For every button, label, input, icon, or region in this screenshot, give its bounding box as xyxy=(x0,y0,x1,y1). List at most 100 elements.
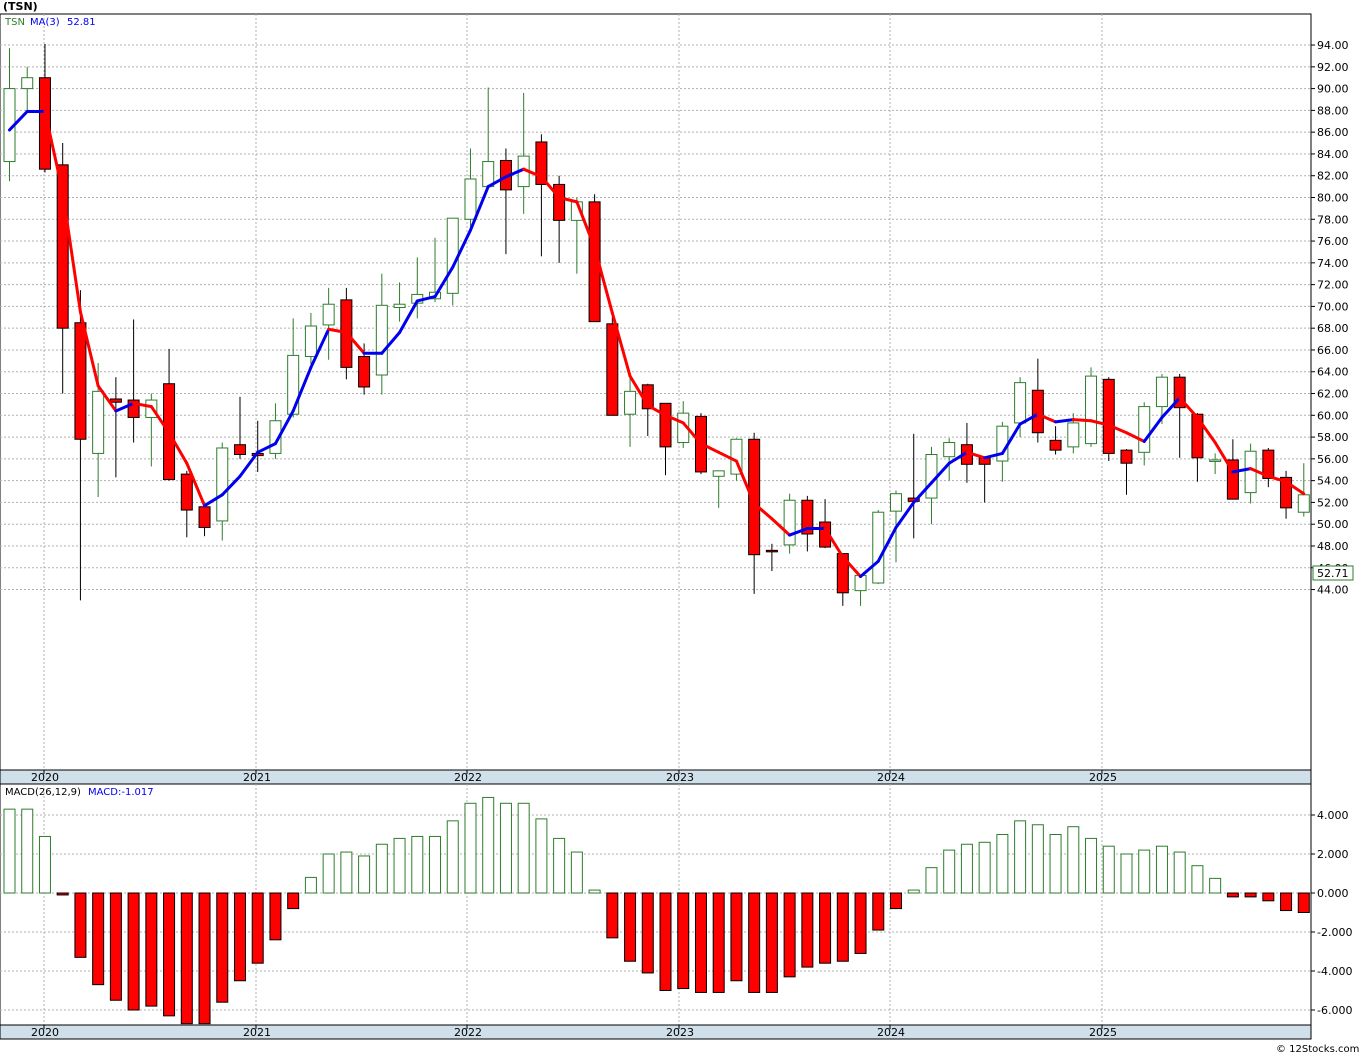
candle-body xyxy=(1031,389,1044,434)
ma-segment xyxy=(575,200,597,250)
ma-segment xyxy=(132,401,153,409)
candle-body xyxy=(890,493,902,512)
candle-body xyxy=(588,201,601,323)
ma-segment xyxy=(593,246,614,315)
candle xyxy=(1085,367,1098,447)
candle xyxy=(233,396,246,459)
ma-segment xyxy=(965,450,987,460)
macd-bar xyxy=(145,892,158,1007)
candle xyxy=(1138,402,1151,466)
ma-segment xyxy=(539,175,561,199)
macd-bar xyxy=(411,835,424,894)
macd-bar xyxy=(659,892,672,991)
price-axis: 94.00 92.00 90.00 88.00 86.00 84.00 82.00 80.00… xyxy=(1311,39,1349,597)
macd-bar xyxy=(854,892,867,954)
ma-segment xyxy=(273,409,295,446)
macd-bar xyxy=(180,892,193,1025)
candle-body xyxy=(464,178,477,220)
ma-segment xyxy=(43,109,65,194)
price-tick-label: 66.00 xyxy=(1317,344,1349,357)
macd-bar xyxy=(482,796,495,894)
candle-body xyxy=(38,77,51,170)
price-tick-label: 62.00 xyxy=(1317,388,1349,401)
candle-body xyxy=(1155,376,1168,408)
ma-segment xyxy=(876,525,898,563)
candle-body xyxy=(1173,376,1186,409)
ma-segment xyxy=(734,459,756,506)
macd-bar xyxy=(624,892,637,962)
candle-body xyxy=(21,77,34,90)
macd-bar xyxy=(677,892,690,990)
macd-bar xyxy=(287,892,300,910)
year-label: 2025 xyxy=(1089,1026,1117,1039)
ma-segment xyxy=(752,502,774,521)
ma-segment xyxy=(8,109,29,132)
candle-body xyxy=(943,442,956,458)
candle-body xyxy=(1102,378,1115,454)
ma-segment xyxy=(841,555,863,578)
macd-bar xyxy=(304,876,317,894)
candle xyxy=(872,510,885,585)
candle-body xyxy=(1085,375,1098,445)
candle-body xyxy=(1138,406,1151,453)
year-label: 2022 xyxy=(454,771,482,784)
macd-params-label: MACD(26,12,9) xyxy=(5,787,81,798)
ma-segment xyxy=(912,481,933,504)
ma-segment xyxy=(628,374,650,407)
candle xyxy=(943,438,956,481)
macd-tick-label: 0.000 xyxy=(1317,887,1349,900)
macd-bar xyxy=(819,892,832,964)
ma-segment xyxy=(415,295,437,303)
candle-body xyxy=(659,402,672,448)
candle-body xyxy=(925,454,938,499)
ma-segment xyxy=(185,461,207,508)
ma-segment xyxy=(1124,431,1146,443)
macd-bar xyxy=(1191,865,1204,894)
macd-value-label: MACD:-1.017 xyxy=(88,787,154,798)
candle xyxy=(269,403,282,459)
candle xyxy=(783,493,796,554)
macd-bar xyxy=(1226,892,1239,898)
ma-segment xyxy=(203,493,224,508)
ma-segment xyxy=(1266,474,1288,484)
macd-bar xyxy=(943,849,956,894)
macd-bar xyxy=(251,892,264,964)
ma-segment xyxy=(504,167,526,179)
ma-segment xyxy=(983,451,1004,460)
year-label: 2021 xyxy=(243,771,271,784)
ma-segment xyxy=(788,527,809,537)
candle xyxy=(1120,449,1133,495)
price-tick-label: 86.00 xyxy=(1317,126,1349,139)
macd-panel xyxy=(0,783,1312,1026)
price-candles xyxy=(3,43,1310,606)
ma-segment xyxy=(664,413,685,425)
macd-axis: 4.000 2.000 0.000 -2.000 -4.000 -6.000 xyxy=(1311,809,1352,1017)
year-label: 2020 xyxy=(31,1026,59,1039)
candle xyxy=(393,282,406,322)
ma-segment xyxy=(770,517,792,537)
macd-bar xyxy=(872,892,885,931)
ma-segment xyxy=(859,559,880,578)
price-tick-label: 88.00 xyxy=(1317,104,1349,117)
candle xyxy=(553,175,566,263)
price-tick-label: 94.00 xyxy=(1317,39,1349,52)
macd-bar xyxy=(1173,851,1186,894)
ma-segment xyxy=(1036,412,1058,424)
macd-bars xyxy=(3,796,1310,1025)
ma-segment xyxy=(344,331,366,355)
price-tick-label: 92.00 xyxy=(1317,61,1349,74)
candle-body xyxy=(712,470,725,477)
candle xyxy=(56,143,69,394)
ma-segment xyxy=(96,384,118,413)
macd-bar xyxy=(960,843,973,894)
price-tick-label: 68.00 xyxy=(1317,322,1349,335)
ma-segment xyxy=(1195,415,1217,445)
ma-segment xyxy=(557,196,579,204)
price-tick-label: 60.00 xyxy=(1317,409,1349,422)
candle-body xyxy=(375,304,388,376)
candle-body xyxy=(1049,439,1062,451)
ticker-label: TSN xyxy=(4,17,25,28)
candle-body xyxy=(553,183,566,221)
candle-body xyxy=(783,499,796,546)
macd-tick-label: 2.000 xyxy=(1317,848,1349,861)
